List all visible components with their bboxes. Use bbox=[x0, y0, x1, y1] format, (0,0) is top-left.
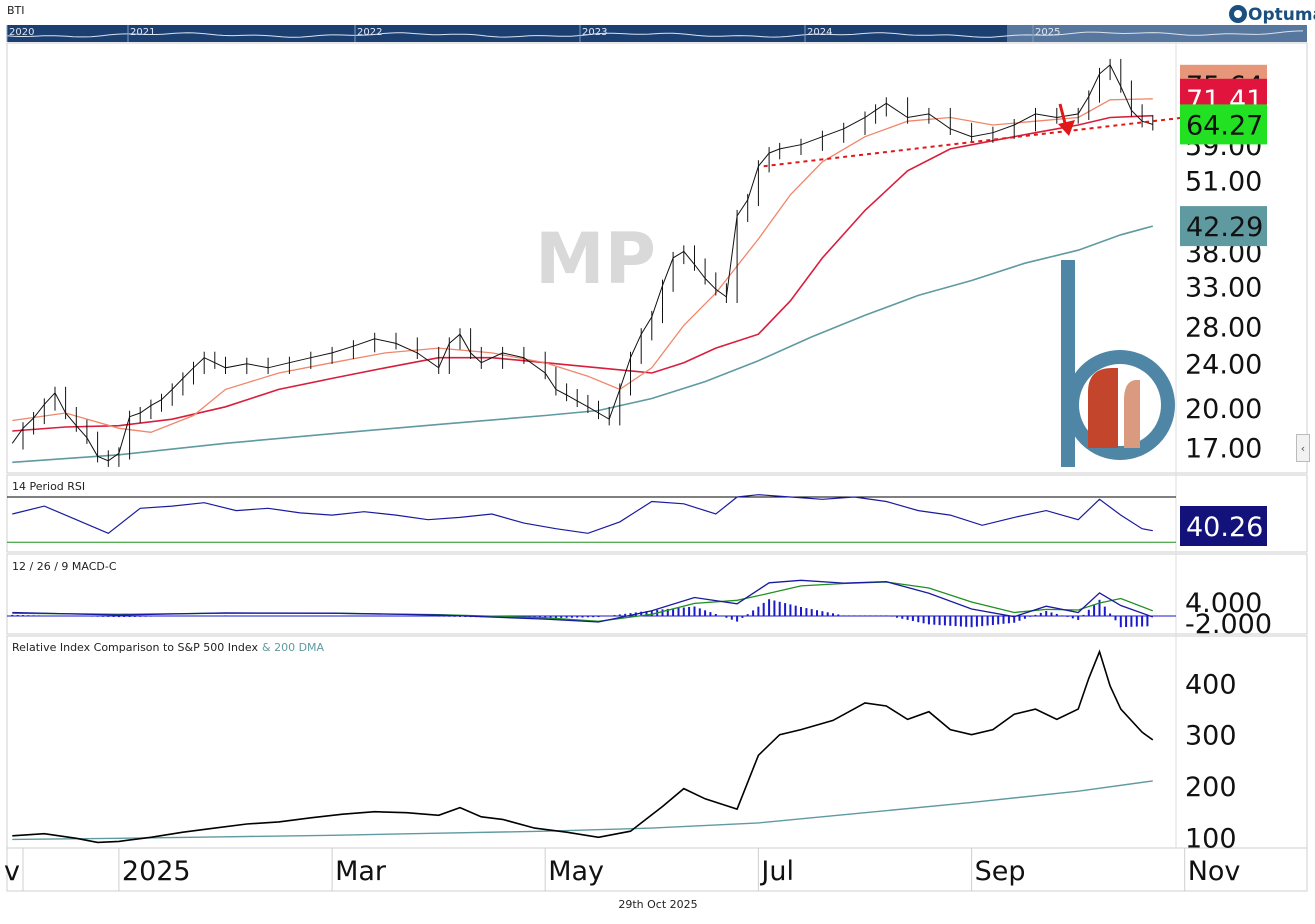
bh-logo-icon bbox=[1061, 260, 1175, 467]
macd-title: 12 / 26 / 9 MACD-C bbox=[12, 560, 117, 573]
ma200-badge bbox=[1180, 206, 1267, 247]
price-tick-label: 24.00 bbox=[1185, 350, 1262, 381]
overview-year-label: 2021 bbox=[130, 27, 155, 38]
ma50-badge-label: 64.27 bbox=[1186, 110, 1263, 141]
price-panel-frame bbox=[6, 42, 1308, 474]
x-axis-label: Sep bbox=[975, 856, 1026, 887]
rsi-badge-label: 40.26 bbox=[1186, 512, 1263, 543]
x-axis-label: May bbox=[548, 856, 604, 887]
macd-tick-label: -2.000 bbox=[1185, 609, 1272, 640]
relative-line bbox=[12, 649, 1154, 844]
ma20-line bbox=[12, 98, 1153, 433]
relative-tick-label: 400 bbox=[1185, 670, 1237, 701]
rsi-title: 14 Period RSI bbox=[12, 480, 85, 493]
x-axis-frame bbox=[6, 847, 1308, 892]
rsi-panel-frame bbox=[6, 474, 1308, 553]
overview-year-label: 2022 bbox=[357, 27, 382, 38]
relative-tick-label: 100 bbox=[1185, 823, 1237, 854]
overview-year-label: 2023 bbox=[582, 27, 607, 38]
down-arrow-icon bbox=[1058, 103, 1075, 136]
symbol-label: BTI bbox=[7, 4, 25, 17]
chevron-left-icon[interactable]: ‹ bbox=[1296, 434, 1310, 462]
price-tick-label: 28.00 bbox=[1185, 312, 1262, 343]
brand-label: Optuma bbox=[1248, 5, 1315, 25]
ma50-badge bbox=[1180, 104, 1267, 145]
overview-years: 2020 2021 2022 2023 2024 2025 bbox=[6, 25, 1060, 42]
relative-title-dma: & 200 DMA bbox=[262, 641, 325, 654]
x-axis-label: v bbox=[4, 856, 20, 887]
relative-tick-label: 200 bbox=[1185, 772, 1237, 803]
price-tick-label: 20.00 bbox=[1185, 394, 1262, 425]
overview-year-label: 2020 bbox=[9, 27, 34, 38]
overview-year-label: 2025 bbox=[1035, 27, 1060, 38]
relative-layer: 100 200 300 400 bbox=[12, 649, 1237, 854]
rsi-line bbox=[12, 494, 1153, 534]
relative-title: Relative Index Comparison to S&P 500 Ind… bbox=[12, 641, 325, 654]
overview-line bbox=[6, 30, 1304, 38]
ma200-badge-label: 42.29 bbox=[1186, 212, 1263, 243]
overview-window[interactable] bbox=[1007, 25, 1307, 42]
price-tick-label: 33.00 bbox=[1185, 272, 1262, 303]
relative-dma-line bbox=[12, 780, 1153, 841]
rsi-layer: 40.26 bbox=[7, 494, 1267, 546]
macd-tick-label: 4.000 bbox=[1185, 588, 1262, 619]
relative-title-main: Relative Index Comparison to S&P 500 Ind… bbox=[12, 641, 258, 654]
ma200-line bbox=[12, 225, 1154, 464]
x-axis-label: Nov bbox=[1188, 856, 1241, 887]
price-tick-label: 51.00 bbox=[1185, 167, 1262, 198]
price-layer bbox=[11, 58, 1207, 467]
price-tick-label: 17.00 bbox=[1185, 434, 1262, 465]
relative-tick-label: 300 bbox=[1185, 721, 1237, 752]
trend-line bbox=[763, 114, 1207, 168]
overview-year-label: 2024 bbox=[807, 27, 832, 38]
relative-panel-frame bbox=[6, 635, 1308, 849]
optuma-logo-icon: Optuma bbox=[1229, 5, 1315, 25]
macd-panel-frame bbox=[6, 553, 1308, 635]
rsi-badge bbox=[1180, 506, 1267, 546]
watermark-text: MP bbox=[535, 218, 656, 300]
price-line bbox=[11, 64, 1153, 462]
footer-date: 29th Oct 2025 bbox=[618, 898, 697, 911]
x-axis-label: Jul bbox=[759, 856, 794, 887]
x-axis-label: 2025 bbox=[122, 856, 191, 887]
macd-line bbox=[12, 579, 1154, 623]
x-axis-labels: v 2025 Mar May Jul Sep Nov bbox=[4, 848, 1240, 891]
x-axis-label: Mar bbox=[335, 856, 387, 887]
macd-signal-line bbox=[12, 581, 1154, 622]
ma50-line bbox=[12, 114, 1153, 432]
macd-layer: 4.000-2.000 bbox=[7, 579, 1272, 640]
